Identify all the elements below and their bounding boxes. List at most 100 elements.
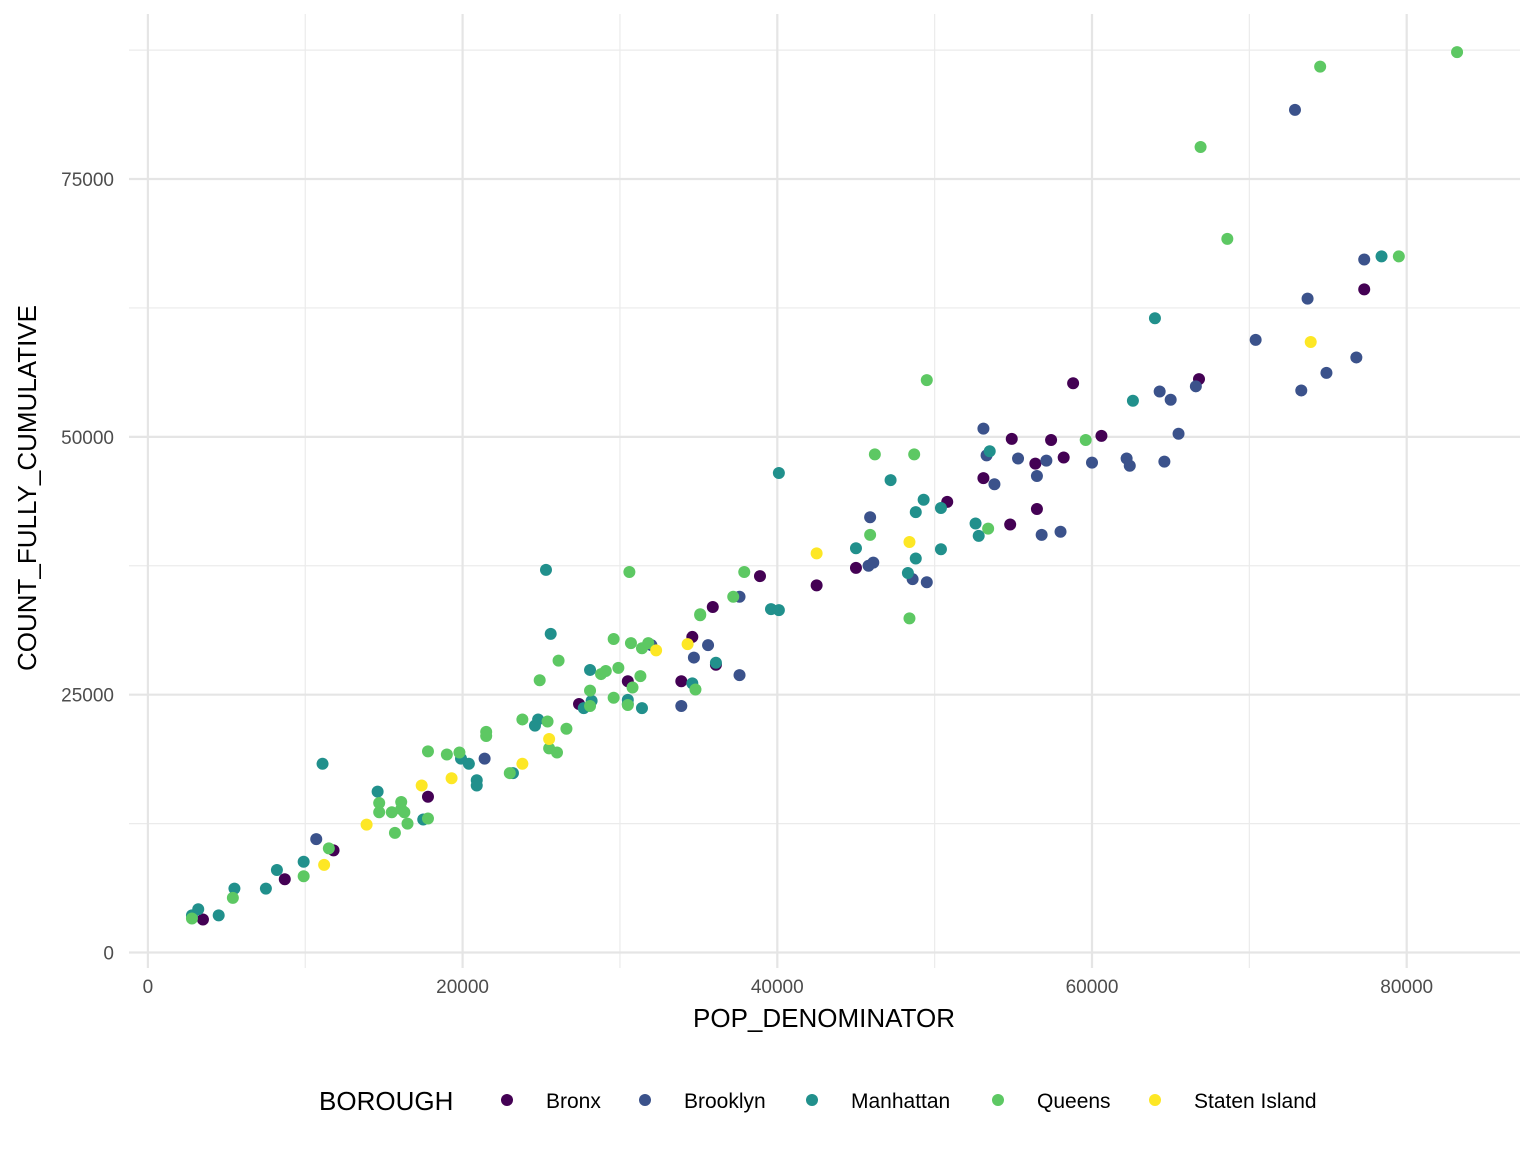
point-queens (385, 806, 398, 819)
point-queens (401, 817, 414, 830)
x-tick-label: 80000 (1380, 977, 1433, 998)
point-manhattan (772, 466, 785, 479)
point-brooklyn (1035, 528, 1048, 541)
point-brooklyn (1040, 454, 1053, 467)
y-tick-label: 75000 (61, 170, 114, 191)
point-brooklyn (1158, 455, 1171, 468)
y-tick-label: 0 (103, 944, 114, 965)
point-bronx (196, 913, 209, 926)
point-queens (503, 767, 516, 780)
point-brooklyn (687, 651, 700, 664)
point-brooklyn (1012, 452, 1025, 465)
point-brooklyn (1358, 253, 1371, 266)
point-manhattan (635, 702, 648, 715)
point-queens (421, 745, 434, 758)
point-staten-island (1304, 335, 1317, 348)
point-manhattan (1148, 312, 1161, 325)
point-queens (1079, 433, 1092, 446)
legend-title: BOROUGH (319, 1086, 453, 1116)
legend-label-staten-island: Staten Island (1194, 1090, 1317, 1113)
point-queens (373, 796, 386, 809)
legend-key-manhattan (806, 1094, 818, 1106)
point-brooklyn (1030, 470, 1043, 483)
point-manhattan (909, 552, 922, 565)
point-staten-island (543, 733, 556, 746)
point-bronx (1057, 451, 1070, 464)
point-brooklyn (977, 422, 990, 435)
point-queens (541, 715, 554, 728)
point-queens (533, 674, 546, 687)
point-bronx (1004, 518, 1017, 531)
point-staten-island (650, 644, 663, 657)
point-staten-island (810, 547, 823, 560)
point-manhattan (462, 757, 475, 770)
x-tick-label: 40000 (751, 977, 804, 998)
point-queens (920, 374, 933, 387)
point-manhattan (259, 882, 272, 895)
point-manhattan (849, 542, 862, 555)
point-queens (1451, 46, 1464, 59)
point-queens (551, 746, 563, 759)
point-queens (185, 912, 198, 925)
point-brooklyn (867, 556, 880, 569)
point-queens (1194, 141, 1207, 154)
legend-key-brooklyn (639, 1094, 651, 1106)
point-manhattan (270, 864, 283, 877)
point-queens (689, 683, 702, 696)
point-queens (621, 699, 634, 712)
point-brooklyn (1295, 384, 1308, 397)
point-queens (727, 590, 740, 603)
point-queens (516, 713, 529, 726)
point-manhattan (212, 909, 225, 922)
point-bronx (1030, 503, 1043, 516)
point-queens (634, 670, 647, 683)
point-manhattan (316, 757, 329, 770)
point-brooklyn (702, 639, 715, 652)
point-queens (373, 806, 386, 819)
point-brooklyn (920, 576, 933, 589)
point-staten-island (360, 818, 373, 831)
point-manhattan (192, 903, 205, 916)
legend-label-queens: Queens (1037, 1090, 1111, 1113)
major-gridlines (129, 14, 1520, 968)
point-queens (480, 725, 493, 738)
point-queens (868, 448, 881, 461)
point-bronx (977, 472, 990, 485)
point-queens (694, 608, 707, 621)
data-points (185, 46, 1464, 926)
point-staten-island (318, 858, 331, 871)
point-manhattan (983, 445, 996, 458)
point-brooklyn (1249, 333, 1262, 346)
point-manhattan (584, 663, 597, 676)
point-brooklyn (1288, 103, 1301, 116)
point-queens (1392, 250, 1405, 263)
point-brooklyn (1164, 393, 1177, 406)
point-bronx (1005, 432, 1018, 445)
point-manhattan (972, 529, 985, 542)
point-queens (982, 522, 995, 535)
point-manhattan (532, 713, 545, 726)
point-bronx (706, 601, 719, 614)
point-manhattan (539, 563, 552, 576)
y-tick-label: 50000 (61, 428, 114, 449)
point-queens (624, 637, 637, 650)
legend-label-bronx: Bronx (546, 1090, 601, 1113)
point-bronx (1358, 283, 1371, 296)
point-queens (738, 565, 751, 578)
point-manhattan (544, 627, 557, 640)
point-queens (612, 661, 625, 674)
point-bronx (1067, 377, 1080, 390)
point-brooklyn (1301, 292, 1314, 305)
point-manhattan (909, 506, 922, 519)
point-queens (908, 448, 921, 461)
legend: BOROUGH Bronx Brooklyn Manhattan Queens Stat… (319, 1086, 1317, 1116)
legend-label-brooklyn: Brooklyn (684, 1090, 766, 1113)
point-queens (626, 681, 639, 694)
point-queens (903, 612, 916, 625)
legend-key-staten-island (1149, 1094, 1161, 1106)
x-tick-label: 0 (143, 977, 154, 998)
point-queens (552, 654, 565, 667)
point-manhattan (709, 656, 722, 669)
point-manhattan (934, 543, 947, 556)
